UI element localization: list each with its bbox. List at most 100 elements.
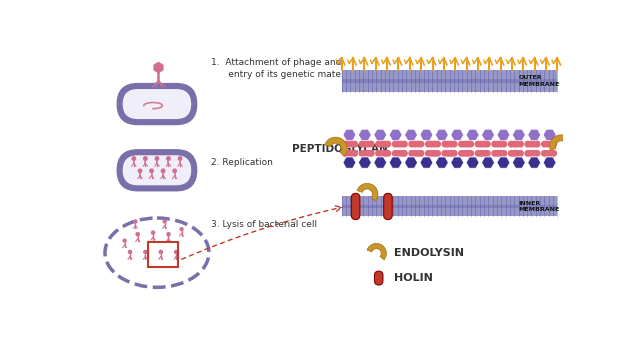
FancyBboxPatch shape — [351, 193, 360, 220]
Circle shape — [448, 150, 455, 157]
Circle shape — [384, 140, 391, 148]
Circle shape — [342, 140, 349, 148]
Circle shape — [451, 140, 458, 148]
Circle shape — [497, 150, 504, 157]
Text: 3. Lysis of bacterial cell: 3. Lysis of bacterial cell — [211, 220, 317, 228]
Circle shape — [418, 140, 424, 148]
Circle shape — [551, 140, 557, 148]
Circle shape — [467, 140, 474, 148]
Circle shape — [395, 140, 402, 148]
Circle shape — [508, 150, 515, 157]
Text: PEPTIDOGLYCAN: PEPTIDOGLYCAN — [292, 144, 387, 154]
Circle shape — [458, 140, 465, 148]
Circle shape — [172, 168, 177, 173]
Circle shape — [517, 150, 524, 157]
Circle shape — [441, 140, 448, 148]
Circle shape — [395, 150, 402, 157]
Circle shape — [375, 140, 382, 148]
Circle shape — [508, 140, 515, 148]
Text: ENDOLYSIN: ENDOLYSIN — [394, 249, 464, 258]
Circle shape — [398, 140, 405, 148]
Circle shape — [491, 140, 498, 148]
Circle shape — [342, 150, 349, 157]
Circle shape — [401, 140, 408, 148]
Circle shape — [434, 150, 441, 157]
Circle shape — [132, 156, 136, 161]
Bar — [342, 205, 557, 208]
Circle shape — [128, 250, 132, 254]
Circle shape — [524, 140, 531, 148]
Circle shape — [434, 140, 441, 148]
Text: INNER
MEMBRANE: INNER MEMBRANE — [519, 201, 560, 212]
Circle shape — [534, 150, 540, 157]
Circle shape — [365, 140, 372, 148]
Circle shape — [541, 140, 548, 148]
Circle shape — [368, 150, 375, 157]
Circle shape — [484, 150, 491, 157]
Circle shape — [524, 150, 531, 157]
Circle shape — [414, 150, 421, 157]
Text: 1.  Attachment of phage and
      entry of its genetic material: 1. Attachment of phage and entry of its … — [211, 58, 356, 79]
Circle shape — [497, 140, 504, 148]
Text: OUTER
MEMBRANE: OUTER MEMBRANE — [519, 75, 560, 87]
FancyBboxPatch shape — [123, 89, 191, 119]
Circle shape — [179, 227, 184, 231]
Circle shape — [475, 140, 482, 148]
Circle shape — [378, 150, 385, 157]
Circle shape — [392, 150, 399, 157]
Circle shape — [375, 150, 382, 157]
Circle shape — [122, 238, 127, 243]
Circle shape — [362, 150, 369, 157]
Circle shape — [398, 150, 405, 157]
Wedge shape — [550, 135, 572, 150]
Circle shape — [464, 140, 471, 148]
Circle shape — [445, 150, 451, 157]
Bar — [149, 242, 177, 267]
Circle shape — [368, 140, 375, 148]
Circle shape — [494, 150, 501, 157]
Circle shape — [149, 168, 154, 173]
Circle shape — [547, 150, 554, 157]
Circle shape — [500, 150, 507, 157]
Circle shape — [381, 150, 388, 157]
Circle shape — [527, 140, 534, 148]
Wedge shape — [367, 243, 386, 260]
Circle shape — [544, 140, 551, 148]
Circle shape — [351, 150, 358, 157]
Circle shape — [348, 140, 355, 148]
Circle shape — [359, 150, 366, 157]
Circle shape — [177, 156, 182, 161]
Circle shape — [530, 140, 537, 148]
Circle shape — [530, 150, 537, 157]
Circle shape — [448, 140, 455, 148]
Circle shape — [408, 150, 415, 157]
Circle shape — [162, 219, 167, 224]
Circle shape — [159, 250, 163, 254]
Circle shape — [514, 150, 521, 157]
Circle shape — [345, 140, 352, 148]
Circle shape — [445, 140, 451, 148]
Circle shape — [351, 140, 358, 148]
Circle shape — [166, 156, 171, 161]
Circle shape — [547, 140, 554, 148]
Circle shape — [425, 150, 432, 157]
Circle shape — [378, 140, 385, 148]
Circle shape — [428, 140, 435, 148]
Circle shape — [534, 140, 540, 148]
Wedge shape — [357, 183, 378, 201]
Circle shape — [166, 232, 171, 237]
Circle shape — [365, 150, 372, 157]
Circle shape — [467, 150, 474, 157]
Circle shape — [544, 150, 551, 157]
Circle shape — [431, 140, 438, 148]
Circle shape — [494, 140, 501, 148]
Circle shape — [484, 140, 491, 148]
FancyBboxPatch shape — [117, 149, 198, 191]
Circle shape — [174, 250, 179, 254]
Wedge shape — [325, 137, 347, 156]
Circle shape — [359, 140, 366, 148]
Circle shape — [384, 150, 391, 157]
Circle shape — [428, 150, 435, 157]
Circle shape — [527, 150, 534, 157]
Circle shape — [414, 140, 421, 148]
